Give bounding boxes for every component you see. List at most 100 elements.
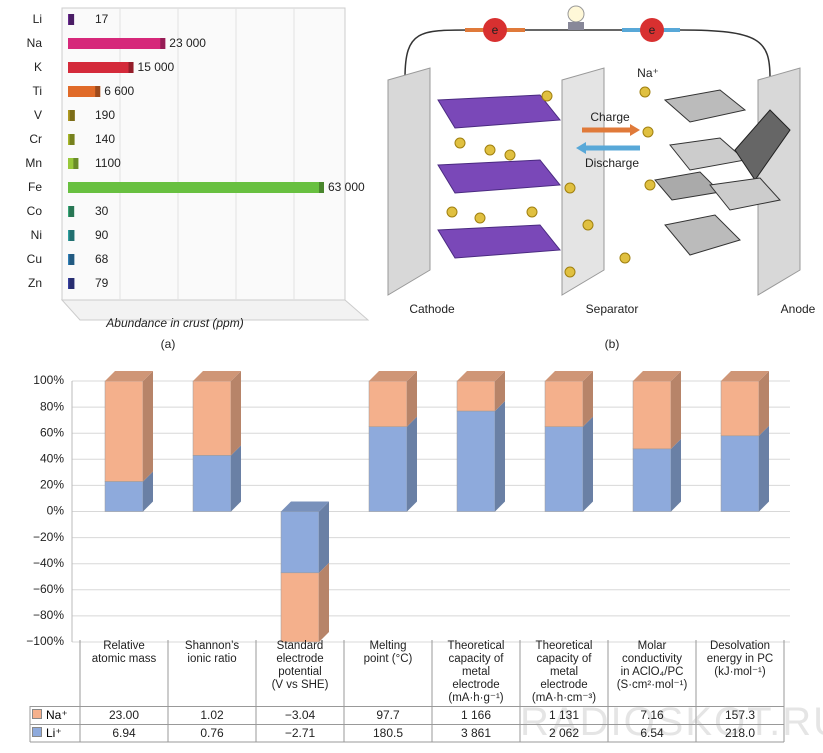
bar-segment	[720, 380, 760, 437]
y-tick-label: Cr	[29, 132, 42, 146]
value-label: 23 000	[169, 36, 206, 50]
x-tick-label: Standard electrode potential (V vs SHE)	[271, 640, 329, 691]
value-label: 68	[95, 252, 109, 266]
bar-side	[759, 425, 769, 512]
value-label: 6 600	[104, 84, 134, 98]
value-label: 79	[95, 276, 109, 290]
bar-segment	[104, 380, 144, 482]
y-tick-label: −60%	[33, 582, 64, 596]
table-cell: −3.04	[256, 706, 344, 724]
y-tick-label: K	[34, 60, 42, 74]
y-tick-label: V	[34, 108, 42, 122]
y-tick-label: Cu	[27, 252, 42, 266]
bar-end	[69, 134, 75, 145]
bar	[68, 158, 79, 169]
x-tick-label: Shannon’s ionic ratio	[184, 640, 240, 665]
bar	[68, 182, 324, 193]
table-cell: 180.5	[344, 724, 432, 742]
legend-label: Na⁺	[46, 708, 68, 722]
bar-end	[73, 158, 79, 169]
bar-end	[319, 182, 324, 193]
bar-top	[369, 371, 417, 381]
legend-entry: Na⁺	[30, 706, 80, 724]
bar-side	[407, 371, 417, 427]
bar-segment	[632, 380, 672, 450]
charge-label: Charge	[590, 110, 630, 124]
table-cell: −2.71	[256, 724, 344, 742]
table-cell: 1 131	[520, 706, 608, 724]
x-tick-label: Desolvation energy in PC (kJ·mol⁻¹)	[706, 640, 774, 678]
table-cell: 6.94	[80, 724, 168, 742]
y-tick-label: 80%	[40, 399, 64, 413]
bar-end	[95, 86, 101, 97]
y-tick-label: Na	[27, 36, 43, 50]
bar	[68, 38, 166, 49]
bar-end	[160, 38, 166, 49]
bar-top	[457, 371, 505, 381]
y-tick-label: −20%	[33, 530, 64, 544]
plot-floor	[60, 299, 370, 321]
electron-label: e	[492, 23, 499, 37]
caption: (a)	[161, 337, 176, 351]
bar-side	[407, 416, 417, 512]
table-cell: 218.0	[696, 724, 784, 742]
battery-diagram: e e	[387, 5, 801, 296]
legend-swatch	[32, 727, 42, 737]
y-tick-label: 60%	[40, 425, 64, 439]
x-tick-label: Relative atomic mass	[91, 640, 157, 665]
value-label: 190	[95, 108, 115, 122]
bar-segment	[456, 380, 496, 412]
wall-grid	[119, 8, 295, 300]
bar-top	[721, 371, 769, 381]
anode-label: Anode	[781, 302, 816, 316]
x-tick-label: Molar conductivity in AClO₄/PC (S·cm²·mo…	[616, 640, 688, 691]
bar-segment	[720, 435, 760, 512]
y-tick-label: Mn	[25, 156, 42, 170]
value-label: 1100	[95, 156, 121, 170]
table-cell: 7.16	[608, 706, 696, 724]
discharge-label: Discharge	[585, 156, 639, 170]
value-label: 17	[95, 12, 109, 26]
bar-segment	[104, 481, 144, 512]
bar-segment	[280, 572, 320, 643]
table-cell: 3 861	[432, 724, 520, 742]
table-cell: 1.02	[168, 706, 256, 724]
bar-segment	[192, 380, 232, 456]
bar-top	[633, 371, 681, 381]
bar-segment	[368, 380, 408, 427]
bar-segment	[456, 410, 496, 512]
bar-end	[69, 14, 75, 25]
value-label: 90	[95, 228, 109, 242]
bar-segment	[544, 380, 584, 427]
bar-top	[545, 371, 593, 381]
bar-top	[105, 371, 153, 381]
x-tick-label: Theoretical capacity of metal electrode …	[447, 640, 505, 704]
y-tick-label: 40%	[40, 451, 64, 465]
legend-label: Li⁺	[46, 726, 62, 740]
legend-swatch	[32, 709, 42, 719]
bar-segment	[368, 426, 408, 512]
legend-entry: Li⁺	[30, 724, 80, 742]
table-cell: 0.76	[168, 724, 256, 742]
table-cell: 2 062	[520, 724, 608, 742]
ion-label: Na⁺	[637, 66, 659, 80]
bar-end	[69, 230, 75, 241]
y-tick-label: −40%	[33, 556, 64, 570]
bar-side	[583, 371, 593, 427]
bar-side	[231, 371, 241, 456]
bar-end	[69, 110, 75, 121]
bar	[68, 86, 101, 97]
bar-side	[495, 401, 505, 512]
value-label: 63 000	[328, 180, 365, 194]
bar-side	[671, 438, 681, 512]
y-tick-label: 20%	[40, 478, 64, 492]
table-cell: 23.00	[80, 706, 168, 724]
table-cell: 157.3	[696, 706, 784, 724]
value-label: 15 000	[138, 60, 175, 74]
table-cell: 6.54	[608, 724, 696, 742]
y-tick-label: Zn	[28, 276, 42, 290]
bar-top	[193, 371, 241, 381]
value-label: 30	[95, 204, 109, 218]
y-tick-label: 100%	[33, 373, 64, 387]
